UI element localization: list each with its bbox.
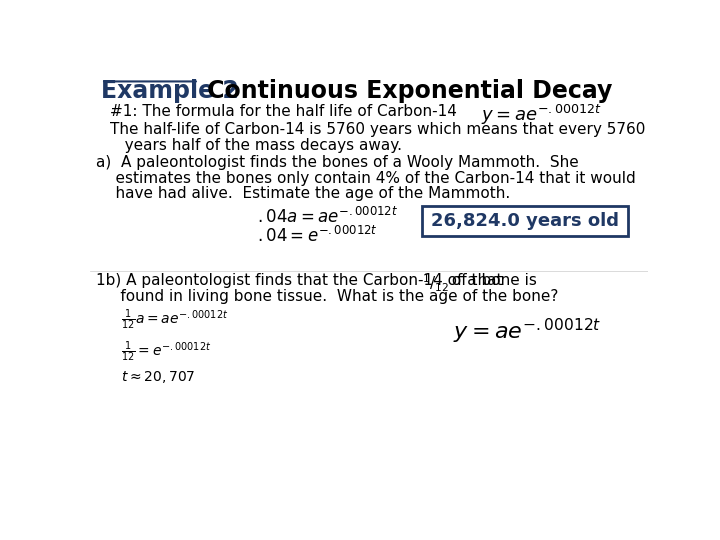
- Text: 1b) A paleontologist finds that the Carbon-14 of a bone is: 1b) A paleontologist finds that the Carb…: [96, 273, 541, 288]
- Text: found in living bone tissue.  What is the age of the bone?: found in living bone tissue. What is the…: [96, 288, 558, 303]
- FancyBboxPatch shape: [422, 206, 629, 236]
- Text: $.04a = ae^{-.00012t}$: $.04a = ae^{-.00012t}$: [258, 207, 399, 227]
- Text: $\frac{1}{12}a = ae^{-.00012t}$: $\frac{1}{12}a = ae^{-.00012t}$: [121, 308, 228, 333]
- Text: years half of the mass decays away.: years half of the mass decays away.: [109, 138, 402, 153]
- Text: $\frac{1}{12} = e^{-.00012t}$: $\frac{1}{12} = e^{-.00012t}$: [121, 339, 211, 363]
- Text: $t \approx 20,707$: $t \approx 20,707$: [121, 369, 195, 385]
- Text: $y = ae^{-.00012t}$: $y = ae^{-.00012t}$: [481, 103, 601, 127]
- Text: a)  A paleontologist finds the bones of a Wooly Mammoth.  She: a) A paleontologist finds the bones of a…: [96, 156, 578, 171]
- Text: have had alive.  Estimate the age of the Mammoth.: have had alive. Estimate the age of the …: [96, 186, 510, 201]
- Text: estimates the bones only contain 4% of the Carbon-14 that it would: estimates the bones only contain 4% of t…: [96, 171, 635, 186]
- Text: $y = ae^{-.00012t}$: $y = ae^{-.00012t}$: [453, 316, 601, 346]
- Text: The half-life of Carbon-14 is 5760 years which means that every 5760: The half-life of Carbon-14 is 5760 years…: [109, 122, 645, 137]
- Text: 26,824.0 years old: 26,824.0 years old: [431, 212, 619, 230]
- Text: Example 2: Example 2: [101, 79, 239, 103]
- Text: of that: of that: [447, 273, 503, 288]
- Text: Continuous Exponential Decay: Continuous Exponential Decay: [199, 79, 612, 103]
- Text: $^1/_{12}$: $^1/_{12}$: [422, 273, 449, 294]
- Text: #1: The formula for the half life of Carbon-14: #1: The formula for the half life of Car…: [109, 104, 456, 119]
- Text: $.04 = e^{-.00012t}$: $.04 = e^{-.00012t}$: [258, 226, 378, 246]
